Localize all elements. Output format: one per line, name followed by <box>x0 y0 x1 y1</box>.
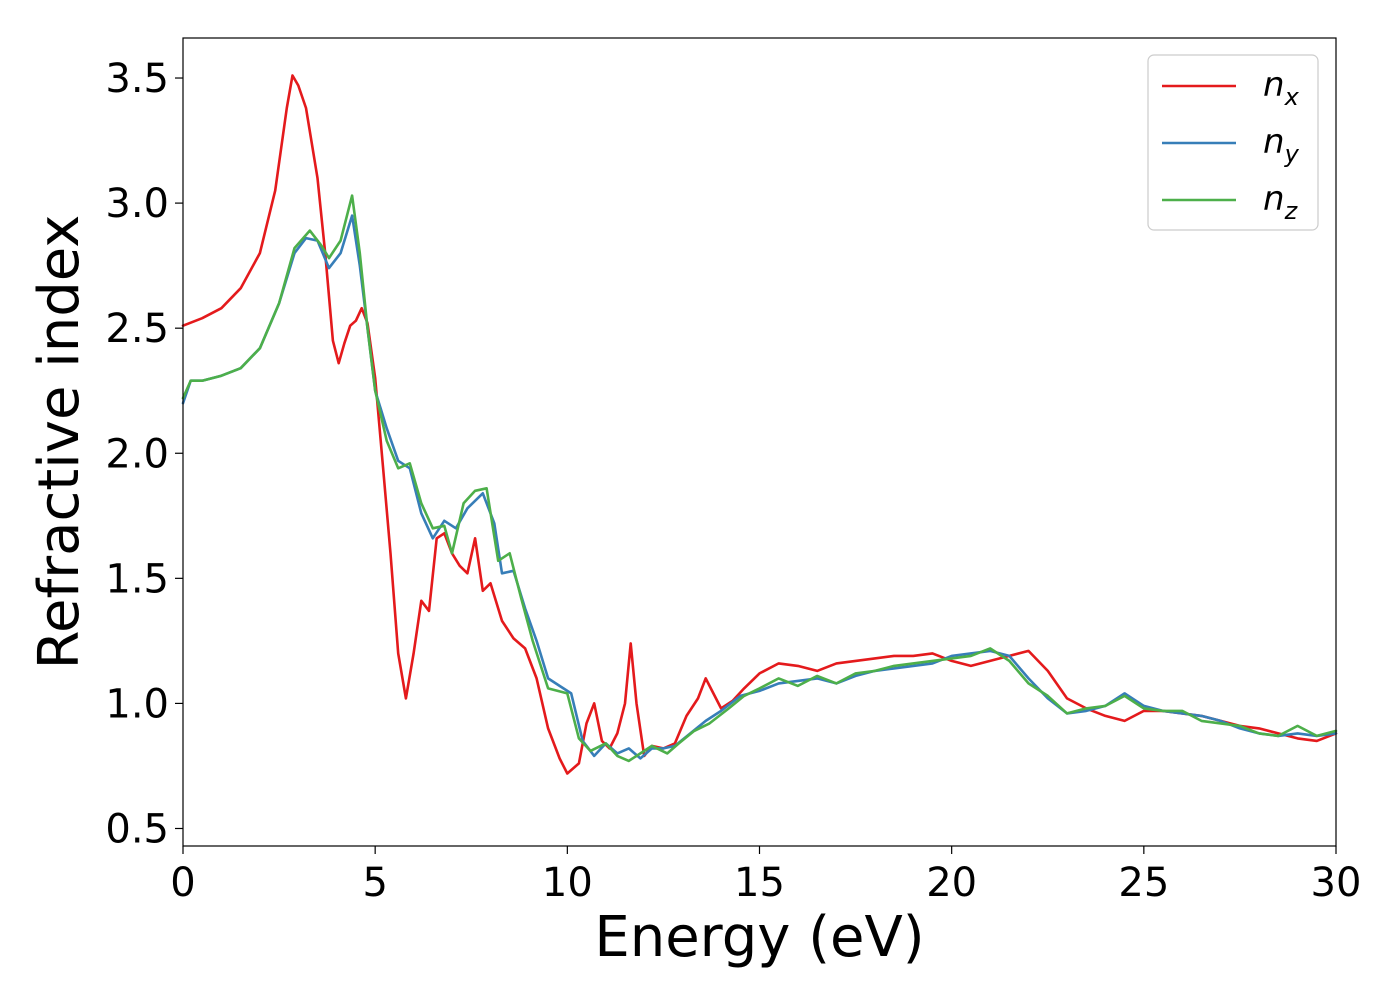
x-tick-label: 5 <box>362 860 387 906</box>
y-tick-label: 3.5 <box>105 56 169 102</box>
series-layer <box>181 74 1338 775</box>
series-line-ny <box>181 214 1338 760</box>
legend-label-nx: nx <box>1263 65 1300 111</box>
x-tick-label: 10 <box>542 860 593 906</box>
series-line-nz <box>181 194 1338 763</box>
x-tick-label: 15 <box>734 860 785 906</box>
y-tick-label: 2.0 <box>105 431 169 477</box>
legend: nx ny nz <box>1147 54 1319 231</box>
legend-label-nz: nz <box>1263 179 1299 225</box>
y-axis-label: Refractive index <box>27 215 92 670</box>
y-tick-label: 0.5 <box>105 806 169 852</box>
x-axis-label: Energy (eV) <box>594 905 924 970</box>
x-tick-label: 0 <box>170 860 195 906</box>
x-tick-label: 30 <box>1311 860 1362 906</box>
ticks-layer: 0 5 10 15 20 25 30 0.5 1.0 1.5 2.0 2.5 3.0 3.5 <box>105 56 1361 906</box>
legend-label-ny: ny <box>1263 122 1300 168</box>
y-tick-label: 2.5 <box>105 306 169 352</box>
y-tick-label: 1.0 <box>105 681 169 727</box>
x-tick-label: 20 <box>926 860 977 906</box>
x-tick-label: 25 <box>1118 860 1169 906</box>
y-tick-label: 1.5 <box>105 556 169 602</box>
y-tick-label: 3.0 <box>105 181 169 227</box>
